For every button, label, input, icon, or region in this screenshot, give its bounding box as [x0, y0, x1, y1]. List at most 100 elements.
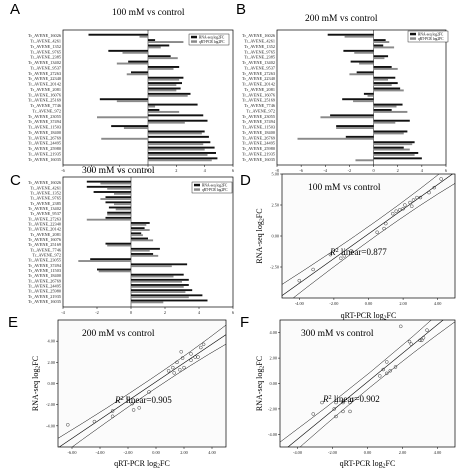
- bar-qpcr: [116, 62, 148, 65]
- fit-line: [282, 174, 454, 296]
- plot-frame-b: [276, 29, 447, 166]
- panel-label-b: B: [236, 1, 246, 18]
- gene-label: Tr_AVENE_1352: [30, 44, 61, 49]
- bar-qpcr: [122, 51, 148, 54]
- data-point: [378, 374, 382, 378]
- bar-rnaseq: [86, 185, 131, 188]
- panel-label-c: C: [10, 172, 21, 189]
- panel-label-e: E: [8, 314, 18, 331]
- x-tick-label: 4.00: [434, 301, 442, 306]
- gene-label: Tr_AVENE_26769: [242, 135, 275, 140]
- gene-label: Tr_AVENE_18400: [28, 130, 61, 135]
- bar-qpcr: [148, 46, 161, 49]
- x-tick-label: -6: [299, 168, 303, 173]
- plot-area-d: [282, 174, 455, 298]
- data-point: [375, 230, 379, 235]
- data-point: [179, 350, 183, 354]
- data-point: [410, 204, 414, 208]
- gene-label: Tr_AVENE_16076: [242, 92, 276, 97]
- confidence-band-lower: [299, 321, 455, 447]
- bar-rnaseq: [373, 103, 403, 106]
- x-tick-label: 4: [421, 168, 424, 173]
- gene-label: Tr_AVENE_13402: [242, 60, 275, 65]
- data-point: [199, 345, 203, 350]
- bar-qpcr: [373, 78, 389, 81]
- bar-qpcr: [148, 159, 212, 162]
- gene-label: Tr_AVENE_25169: [28, 98, 61, 103]
- bar-qpcr: [373, 132, 404, 135]
- x-tick-label: 0.00: [365, 301, 373, 306]
- bar-rnaseq: [97, 268, 131, 271]
- data-point: [341, 409, 345, 414]
- bar-qpcr: [116, 100, 148, 103]
- x-axis-label: qRT-PCR log2FC: [114, 459, 170, 470]
- gene-label: Tr_AVENE_25169: [28, 242, 61, 247]
- bar-rnaseq: [148, 103, 198, 106]
- bar-qpcr: [100, 198, 131, 200]
- r-squared-label: R2 linear=0.877: [329, 247, 387, 257]
- y-tick-label: 2.00: [47, 360, 55, 365]
- legend-swatch-qpcr: [410, 37, 416, 40]
- data-point: [341, 399, 345, 404]
- bar-rnaseq: [131, 299, 208, 302]
- bar-rnaseq: [108, 49, 148, 52]
- panel-title-d: 100 mM vs control: [308, 183, 381, 193]
- bar-rnaseq: [373, 76, 396, 79]
- bar-rnaseq: [131, 294, 203, 297]
- x-tick-label: -4: [90, 168, 94, 173]
- x-tick-label: 2: [397, 168, 399, 173]
- x-tick-label: -2.00: [124, 450, 133, 455]
- data-point: [110, 414, 115, 419]
- bar-rnaseq: [105, 216, 131, 219]
- legend-label-qpcr: qRT-PCR log2FC: [202, 188, 228, 192]
- bar-qpcr: [373, 46, 395, 49]
- bar-rnaseq: [86, 180, 131, 183]
- gene-label: Tr_AVENE_2385: [30, 201, 61, 206]
- data-point: [421, 336, 426, 340]
- x-tick-label: -2: [95, 310, 99, 315]
- fit-line: [287, 320, 444, 447]
- panel-label-a: A: [10, 1, 20, 18]
- data-point: [384, 221, 388, 226]
- data-point: [189, 352, 193, 356]
- bar-rnaseq: [148, 76, 184, 79]
- bar-qpcr: [148, 78, 180, 81]
- gene-label: Tr_AVENE_20142: [28, 82, 61, 87]
- x-tick-label: -4.00: [295, 301, 304, 306]
- bar-qpcr: [373, 57, 385, 60]
- bar-rnaseq: [363, 92, 374, 95]
- gene-label: Tr_AVENE_13402: [28, 60, 61, 65]
- y-tick-label: 5.00: [271, 172, 279, 177]
- data-point: [348, 409, 352, 414]
- bar-rnaseq: [148, 157, 218, 160]
- gene-label: Tr_AVENE_972: [32, 252, 61, 257]
- legend-box-c: [191, 181, 233, 194]
- gene-label: Tr_AVENE_7746: [244, 103, 276, 108]
- panel-title-f: 300 mM vs control: [301, 329, 374, 339]
- y-tick-label: 2.50: [271, 203, 279, 208]
- plot-frame-d: [281, 173, 456, 299]
- data-point: [334, 400, 338, 405]
- data-point: [420, 338, 424, 343]
- bar-qpcr: [114, 203, 131, 206]
- bar-rnaseq: [108, 206, 131, 209]
- gene-label: Tr_AVENE_37494: [28, 263, 62, 268]
- x-tick-label: 6: [445, 168, 448, 173]
- data-point: [418, 338, 422, 343]
- y-tick-label: 0.00: [271, 234, 279, 239]
- legend-swatch-qpcr: [194, 188, 200, 191]
- bar-qpcr: [148, 89, 177, 92]
- gene-label: Tr_AVENE_2081: [30, 87, 61, 92]
- data-point: [401, 206, 405, 211]
- gene-label: Tr_AVENE_26769: [28, 278, 61, 283]
- gene-label: Tr_AVENE_2081: [30, 232, 61, 237]
- gene-label: Tr_AVENE_22340: [242, 76, 275, 81]
- data-point: [439, 177, 443, 181]
- bar-qpcr: [373, 148, 410, 151]
- gene-label: Tr_AVENE_11503: [242, 125, 275, 130]
- gene-label: Tr_AVENE_16035: [242, 157, 275, 162]
- gene-label: Tr_AVENE_37494: [28, 119, 62, 124]
- bar-qpcr: [131, 301, 164, 304]
- x-tick-label: 0.00: [152, 450, 160, 455]
- bar-rnaseq: [373, 39, 386, 42]
